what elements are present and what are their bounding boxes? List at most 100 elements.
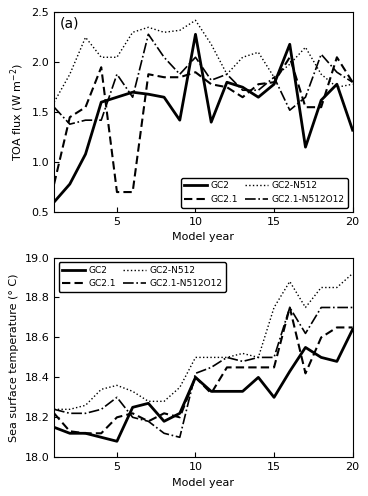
GC2-N512 <box>240 351 245 357</box>
GC2.1 <box>68 429 72 434</box>
GC2.1 <box>83 431 88 436</box>
GC2.1-N512O12 <box>350 79 355 85</box>
GC2.1 <box>350 324 355 330</box>
GC2.1-N512O12 <box>256 87 261 93</box>
GC2.1 <box>272 365 276 371</box>
GC2 <box>130 404 135 410</box>
GC2.1-N512O12 <box>256 355 261 361</box>
GC2 <box>68 431 72 436</box>
GC2.1-N512O12 <box>115 71 119 77</box>
GC2.1-N512O12 <box>83 410 88 416</box>
GC2-N512 <box>335 84 339 90</box>
GC2-N512 <box>83 34 88 40</box>
GC2.1-N512O12 <box>240 359 245 365</box>
GC2 <box>178 117 182 123</box>
GC2.1 <box>256 365 261 371</box>
GC2.1 <box>303 371 308 376</box>
GC2 <box>115 94 119 100</box>
GC2 <box>83 151 88 157</box>
GC2.1 <box>209 390 213 396</box>
GC2.1 <box>130 410 135 416</box>
GC2.1-N512O12 <box>209 365 213 371</box>
GC2.1-N512O12 <box>130 94 135 100</box>
GC2-N512 <box>350 81 355 87</box>
GC2 <box>115 438 119 444</box>
GC2.1-N512O12 <box>52 406 56 412</box>
GC2.1-N512O12 <box>130 414 135 420</box>
GC2-N512 <box>130 388 135 394</box>
GC2.1-N512O12 <box>178 434 182 440</box>
GC2.1-N512O12 <box>68 410 72 416</box>
GC2.1-N512O12 <box>115 394 119 400</box>
GC2.1 <box>335 54 339 60</box>
GC2.1-N512O12 <box>272 355 276 361</box>
GC2.1 <box>68 114 72 120</box>
GC2.1 <box>115 189 119 195</box>
GC2.1-N512O12 <box>146 418 151 424</box>
GC2.1 <box>162 74 166 80</box>
GC2.1 <box>130 189 135 195</box>
Legend: GC2, GC2.1, GC2-N512, GC2.1-N512O12: GC2, GC2.1, GC2-N512, GC2.1-N512O12 <box>59 262 226 292</box>
GC2.1 <box>209 81 213 87</box>
GC2 <box>319 97 323 103</box>
GC2.1-N512O12 <box>193 54 198 60</box>
GC2-N512 <box>99 386 103 392</box>
GC2.1-N512O12 <box>52 104 56 110</box>
GC2.1 <box>178 74 182 80</box>
GC2.1 <box>178 414 182 420</box>
GC2.1 <box>256 81 261 87</box>
GC2 <box>130 89 135 95</box>
GC2-N512 <box>193 355 198 361</box>
GC2.1 <box>99 64 103 70</box>
GC2.1-N512O12 <box>193 371 198 376</box>
GC2 <box>146 400 151 406</box>
GC2 <box>193 374 198 380</box>
GC2-N512 <box>303 305 308 310</box>
GC2.1-N512O12 <box>303 94 308 100</box>
GC2 <box>225 79 229 85</box>
GC2.1 <box>240 365 245 371</box>
GC2-N512 <box>68 406 72 412</box>
GC2 <box>52 199 56 205</box>
GC2-N512 <box>335 285 339 291</box>
GC2 <box>52 424 56 430</box>
GC2-N512 <box>178 384 182 390</box>
GC2.1 <box>83 104 88 110</box>
GC2-N512 <box>272 305 276 310</box>
Legend: GC2, GC2.1, GC2-N512, GC2.1-N512O12: GC2, GC2.1, GC2-N512, GC2.1-N512O12 <box>181 178 348 207</box>
Text: (b): (b) <box>60 261 80 276</box>
GC2.1-N512O12 <box>319 305 323 310</box>
GC2-N512 <box>209 355 213 361</box>
GC2.1 <box>193 69 198 75</box>
GC2-N512 <box>162 398 166 404</box>
GC2 <box>162 418 166 424</box>
GC2.1 <box>350 79 355 85</box>
GC2-N512 <box>350 270 355 276</box>
GC2.1 <box>287 54 292 60</box>
GC2 <box>162 94 166 100</box>
Line: GC2-N512: GC2-N512 <box>54 20 353 102</box>
Y-axis label: TOA flux (W m$^{-2}$): TOA flux (W m$^{-2}$) <box>8 63 26 161</box>
GC2.1 <box>319 104 323 110</box>
GC2.1 <box>99 431 103 436</box>
Y-axis label: Sea surface temperature (° C): Sea surface temperature (° C) <box>9 273 19 441</box>
GC2.1-N512O12 <box>225 355 229 361</box>
GC2 <box>350 127 355 133</box>
Line: GC2.1-N512O12: GC2.1-N512O12 <box>54 34 353 124</box>
GC2.1-N512O12 <box>209 77 213 83</box>
GC2-N512 <box>99 54 103 60</box>
GC2-N512 <box>256 355 261 361</box>
GC2 <box>272 81 276 87</box>
GC2.1 <box>287 305 292 310</box>
GC2.1 <box>240 94 245 100</box>
Line: GC2.1: GC2.1 <box>54 57 353 192</box>
GC2.1 <box>52 410 56 416</box>
GC2 <box>287 369 292 374</box>
GC2-N512 <box>193 17 198 23</box>
GC2 <box>209 119 213 125</box>
GC2-N512 <box>225 355 229 361</box>
GC2.1 <box>319 334 323 340</box>
GC2.1-N512O12 <box>83 117 88 123</box>
Line: GC2.1-N512O12: GC2.1-N512O12 <box>54 308 353 437</box>
Line: GC2-N512: GC2-N512 <box>54 273 353 409</box>
